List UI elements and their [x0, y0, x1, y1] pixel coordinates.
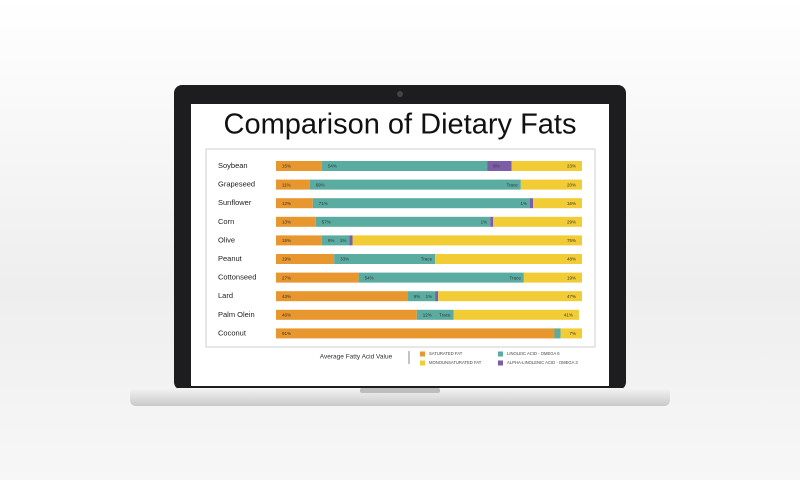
value-label: 91% [282, 331, 291, 336]
category-label: Coconut [218, 328, 247, 337]
bar-segment [276, 291, 408, 302]
legend-label: SATURATED FAT [429, 351, 463, 356]
value-label: 13% [282, 219, 291, 224]
legend-label: ALPHA-LINOLENIC ACID - OMEGA 3 [507, 360, 578, 365]
value-label: 47% [567, 294, 576, 299]
category-label: Corn [218, 217, 234, 226]
bar-segment [276, 216, 316, 227]
bar-segment [435, 291, 439, 302]
value-label: 19% [567, 275, 576, 280]
bar-segment [334, 254, 436, 264]
bar-segment [276, 179, 310, 190]
value-label: 11% [282, 182, 291, 187]
value-label: 12% [423, 312, 432, 317]
bar-segment [533, 198, 582, 209]
legend-swatch [498, 351, 503, 357]
value-label: 1% [426, 294, 433, 299]
value-label: 19% [282, 257, 291, 262]
bar-segment [490, 216, 494, 227]
bar-segment [321, 161, 488, 171]
bar-segment [560, 328, 582, 339]
value-label: 8% [493, 164, 500, 169]
value-label: 1% [481, 219, 488, 224]
category-label: Olive [218, 235, 235, 244]
laptop-base [130, 388, 670, 406]
chart-title: Comparison of Dietary Fats [224, 109, 577, 141]
value-label: Trace [439, 312, 451, 317]
bar-segment [554, 328, 561, 339]
bar-segment [453, 309, 579, 320]
bar-segment [523, 272, 582, 283]
value-label: 46% [282, 312, 291, 317]
bar-segment [529, 198, 534, 209]
category-label: Soybean [218, 161, 248, 170]
legend-swatch [420, 360, 425, 366]
bar-segment [352, 235, 582, 246]
value-label: Trace [510, 275, 522, 280]
bar-segment [520, 179, 582, 190]
bar-segment [435, 254, 582, 264]
bar-segment [312, 198, 530, 209]
value-label: 9% [414, 294, 421, 299]
plot: Soybean 15% 54% 8% 23% Grapeseed 11% 69% Trace 20… [218, 161, 582, 366]
bar-segment [321, 235, 350, 246]
category-label: Cottonseed [218, 273, 256, 282]
value-label: 27% [282, 275, 291, 280]
bar-segment [349, 235, 353, 246]
legend-swatch [420, 351, 425, 357]
value-label: 9% [328, 238, 335, 243]
bar-segment [438, 291, 582, 302]
value-label: 16% [567, 201, 576, 206]
value-label: Trace [506, 182, 518, 187]
category-label: Peanut [218, 254, 243, 263]
bar-segment [511, 161, 582, 171]
bar-segment [407, 291, 436, 302]
legend-title: Average Fatty Acid Value [320, 354, 393, 361]
value-label: 41% [564, 312, 573, 317]
bar-segment [276, 198, 313, 209]
bar-segment [276, 235, 322, 246]
value-label: 54% [328, 164, 337, 169]
bar-segment [315, 216, 491, 227]
value-label: 1% [340, 238, 347, 243]
bar-segment [487, 161, 512, 171]
value-label: 33% [340, 257, 349, 262]
bar-segment [309, 179, 521, 190]
bar-segment [276, 272, 359, 283]
bar-segment [493, 216, 582, 227]
value-label: 71% [319, 201, 328, 206]
bar-segment [276, 309, 417, 320]
value-label: 20% [567, 182, 576, 187]
value-label: 54% [365, 275, 374, 280]
value-label: 12% [282, 201, 291, 206]
value-label: 48% [567, 257, 576, 262]
bar-segment [276, 254, 335, 264]
value-label: 29% [567, 219, 576, 224]
legend-swatch [498, 360, 503, 366]
value-label: 7% [569, 331, 576, 336]
bar-segment [276, 161, 322, 171]
category-label: Sunflower [218, 198, 252, 207]
legend-label: LINOLEIC ACID - OMEGA 6 [507, 351, 560, 356]
bar-segment [276, 328, 555, 339]
chart-frame [205, 148, 596, 348]
category-label: Palm Olein [218, 310, 255, 319]
bar-segment [358, 272, 524, 283]
value-label: 75% [567, 238, 576, 243]
value-label: 23% [567, 164, 576, 169]
category-label: Lard [218, 291, 233, 300]
value-label: 43% [282, 294, 291, 299]
laptop-notch [360, 388, 440, 393]
value-label: 57% [322, 219, 331, 224]
camera [397, 91, 403, 97]
legend-label: MONOUNSATURATED FAT [429, 360, 482, 365]
value-label: 1% [520, 201, 527, 206]
value-label: 15% [282, 164, 291, 169]
category-label: Grapeseed [218, 180, 255, 189]
bar-segment [416, 309, 454, 320]
value-label: 69% [316, 182, 325, 187]
value-label: 15% [282, 238, 291, 243]
value-label: Trace [421, 257, 433, 262]
